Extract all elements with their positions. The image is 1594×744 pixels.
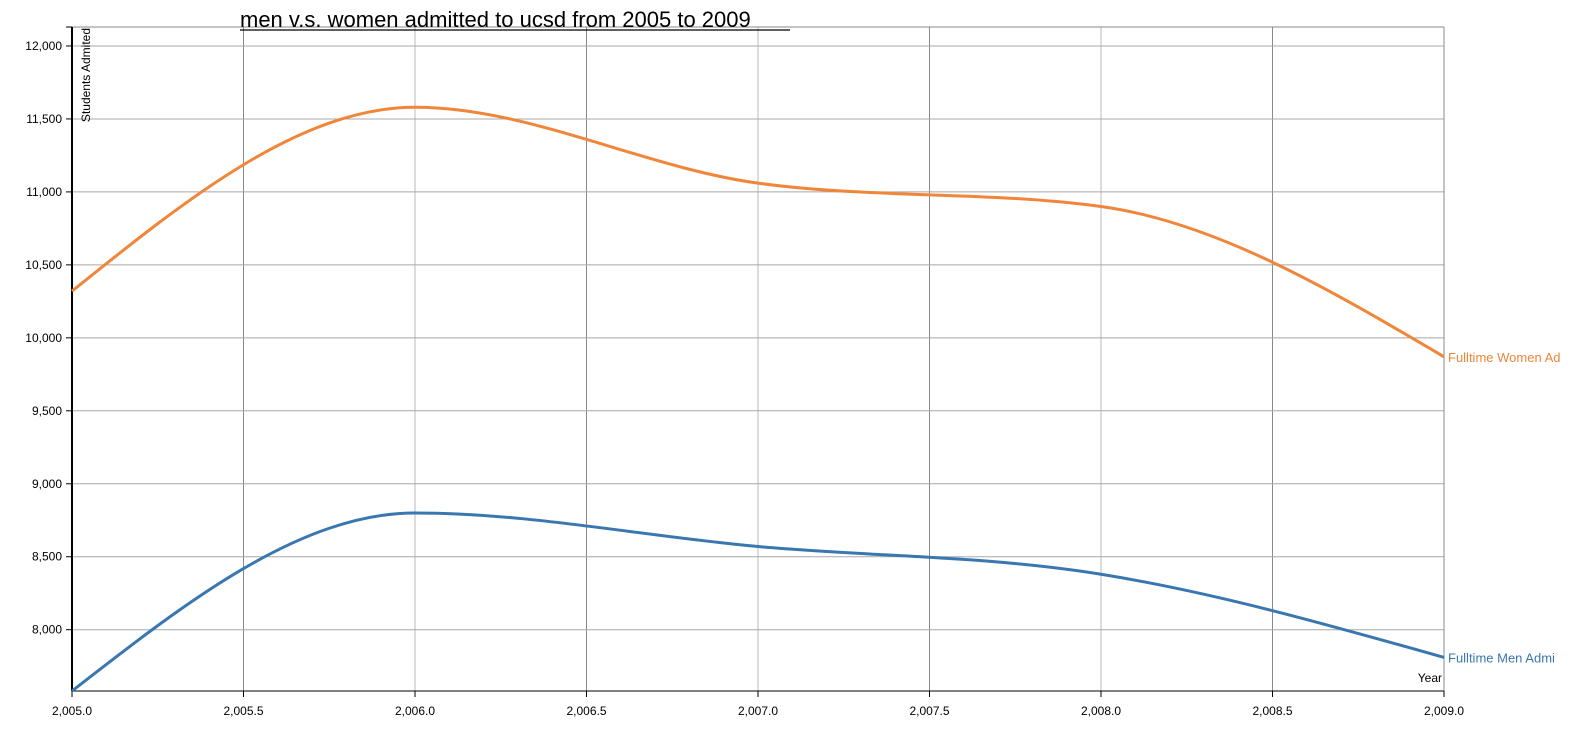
axes: 2,005.0 2,005.5 2,006.0 2,006.5 2,007.0 2,007… [25, 26, 1464, 718]
y-tick-label: 11,000 [26, 185, 62, 199]
y-tick-label: 10,500 [25, 258, 62, 272]
x-axis-label: Year [1418, 671, 1442, 685]
x-tick-label: 2,006.5 [566, 704, 606, 718]
x-tick-label: 2,006.0 [395, 704, 435, 718]
y-axis-label: Students Admited [79, 28, 93, 122]
y-tick-label: 8,000 [32, 623, 62, 637]
x-tick-label: 2,005.5 [223, 704, 263, 718]
chart-title: men v.s. women admitted to ucsd from 200… [240, 7, 751, 32]
x-tick-label: 2,008.5 [1252, 704, 1292, 718]
series-lines [71, 105, 1445, 693]
series-labels: Fulltime Women Ad Fulltime Men Admi [1448, 350, 1560, 666]
x-tick-label: 2,007.0 [738, 704, 778, 718]
grid-lines [71, 26, 1445, 691]
x-tick-label: 2,008.0 [1081, 704, 1121, 718]
y-tick-label: 10,000 [25, 331, 62, 345]
series-line-women [71, 105, 1445, 359]
y-tick-label: 11,500 [26, 112, 62, 126]
y-tick-label: 9,500 [32, 404, 62, 418]
y-tick-label: 8,500 [32, 550, 62, 564]
x-tick-label: 2,005.0 [52, 704, 92, 718]
series-line-men [71, 511, 1445, 693]
x-tick-label: 2,009.0 [1424, 704, 1464, 718]
x-tick-label: 2,007.5 [909, 704, 949, 718]
y-tick-label: 12,000 [25, 39, 62, 53]
series-end-label: Fulltime Women Ad [1448, 350, 1560, 365]
series-end-label: Fulltime Men Admi [1448, 650, 1555, 665]
y-tick-label: 9,000 [32, 477, 62, 491]
